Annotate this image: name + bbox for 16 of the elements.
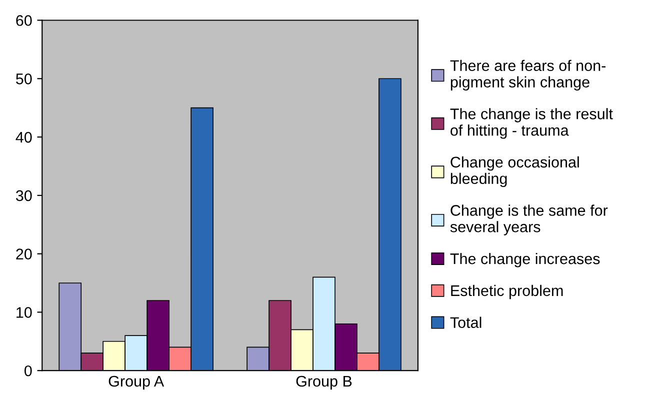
legend-label: There are fears of non- pigment skin change: [450, 60, 606, 91]
y-tick-label: 30: [16, 190, 32, 202]
legend-label: Change occasional bleeding: [450, 156, 579, 188]
x-tick-label: Group A: [108, 376, 164, 390]
legend-label: Esthetic problem: [451, 284, 563, 300]
legend-label: The change increases: [450, 252, 600, 268]
y-tick-label: 0: [24, 365, 32, 376]
x-tick-label: Group B: [296, 376, 352, 390]
legend-label: Change is the same for several years: [450, 204, 608, 236]
y-tick-label: 50: [16, 74, 32, 84]
legend-label: Total: [450, 316, 482, 328]
y-tick-label: 60: [16, 15, 32, 26]
y-tick-label: 20: [16, 248, 32, 260]
y-tick-label: 10: [16, 307, 32, 318]
y-tick-label: 40: [16, 132, 32, 143]
legend-label: The change is the result of hitting - trauma: [450, 108, 613, 139]
